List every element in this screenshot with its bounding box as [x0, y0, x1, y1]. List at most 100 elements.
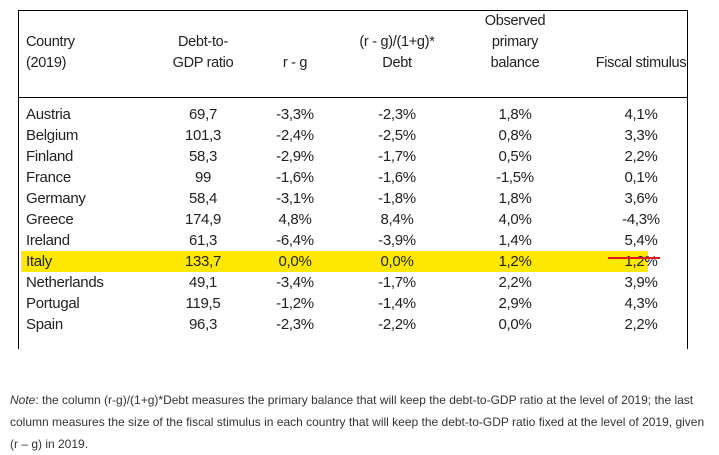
header-formula: (r - g)/(1+g)* Debt [337, 32, 457, 74]
table-header: Country (2019) Debt-to- GDP ratio r - g (r… [19, 11, 687, 98]
cell-rg: 0,0% [278, 253, 312, 270]
header-debt: Debt-to- GDP ratio [153, 32, 253, 74]
cell-country: Finland [26, 148, 74, 165]
table-row: Ireland 61,3 -6,4% -3,9% 1,4% 5,4% [19, 230, 687, 251]
cell-rg: -1,2% [276, 295, 314, 312]
cell-debt: 174,9 [184, 211, 222, 228]
header-line: Debt [382, 55, 412, 71]
cell-country: Spain [26, 316, 63, 333]
cell-stimulus: 3,9% [624, 274, 658, 291]
cell-stimulus: 3,3% [624, 127, 658, 144]
cell-stimulus: 5,4% [624, 232, 658, 249]
cell-formula: 8,4% [380, 211, 414, 228]
header-line: Fiscal stimulus [595, 55, 687, 71]
cell-rg: 4,8% [278, 211, 312, 228]
cell-rg: -3,4% [276, 274, 314, 291]
cell-formula: -2,3% [378, 106, 416, 123]
cell-stimulus: 2,2% [624, 148, 658, 165]
cell-rg: -1,6% [276, 169, 314, 186]
header-line: r - g [282, 55, 308, 71]
cell-formula: -2,5% [378, 127, 416, 144]
header-country: Country (2019) [26, 32, 75, 74]
cell-rg: -2,4% [276, 127, 314, 144]
cell-country: Belgium [26, 127, 79, 144]
cell-debt: 133,7 [184, 253, 222, 270]
cell-debt: 99 [194, 169, 212, 186]
table-row: Finland 58,3 -2,9% -1,7% 0,5% 2,2% [19, 146, 687, 167]
cell-debt: 58,4 [189, 190, 217, 207]
table-row: Portugal 119,5 -1,2% -1,4% 2,9% 4,3% [19, 293, 687, 314]
cell-formula: -1,8% [378, 190, 416, 207]
cell-rg: -3,1% [276, 190, 314, 207]
header-stimulus: Fiscal stimulus [571, 53, 711, 74]
cell-stimulus: 3,6% [624, 190, 658, 207]
cell-formula: -2,2% [378, 316, 416, 333]
cell-formula: -1,6% [378, 169, 416, 186]
cell-stimulus: 4,3% [624, 295, 658, 312]
table-row: Spain 96,3 -2,3% -2,2% 0,0% 2,2% [19, 314, 687, 335]
cell-observed: 1,8% [498, 106, 532, 123]
header-rg: r - g [245, 53, 345, 74]
header-line: Country [26, 34, 75, 50]
cell-observed: 1,4% [498, 232, 532, 249]
cell-formula: -3,9% [378, 232, 416, 249]
cell-formula: -1,7% [378, 148, 416, 165]
header-line: (2019) [26, 55, 67, 71]
table-row: Germany 58,4 -3,1% -1,8% 1,8% 3,6% [19, 188, 687, 209]
cell-debt: 96,3 [189, 316, 217, 333]
cell-country: Netherlands [26, 274, 104, 291]
header-line: (r - g)/(1+g)* [359, 34, 435, 50]
debt-table: Country (2019) Debt-to- GDP ratio r - g (r… [18, 10, 688, 349]
cell-observed: 1,8% [498, 190, 532, 207]
header-line: primary [491, 34, 539, 50]
cell-country: Greece [26, 211, 74, 228]
cell-country: Portugal [26, 295, 80, 312]
table-row: Netherlands 49,1 -3,4% -1,7% 2,2% 3,9% [19, 272, 687, 293]
table-note: Note: the column (r-g)/(1+g)*Debt measur… [10, 389, 715, 455]
cell-stimulus: 1,2% [624, 253, 658, 270]
cell-stimulus: 2,2% [624, 316, 658, 333]
cell-observed: 0,5% [498, 148, 532, 165]
table-row: Austria 69,7 -3,3% -2,3% 1,8% 4,1% [19, 104, 687, 125]
table-row: Belgium 101,3 -2,4% -2,5% 0,8% 3,3% [19, 125, 687, 146]
cell-stimulus: 4,1% [624, 106, 658, 123]
header-observed: Observed primary balance [465, 11, 565, 74]
table-row: France 99 -1,6% -1,6% -1,5% 0,1% [19, 167, 687, 188]
header-line: GDP ratio [172, 55, 234, 71]
cell-observed: 0,8% [498, 127, 532, 144]
cell-rg: -2,9% [276, 148, 314, 165]
cell-debt: 101,3 [184, 127, 222, 144]
table-row: Italy 133,7 0,0% 0,0% 1,2% 1,2% [21, 251, 658, 272]
cell-observed: 4,0% [498, 211, 532, 228]
note-label: Note [10, 393, 36, 407]
header-line: Debt-to- [178, 34, 228, 50]
cell-formula: -1,7% [378, 274, 416, 291]
cell-formula: -1,4% [378, 295, 416, 312]
cell-rg: -6,4% [276, 232, 314, 249]
header-line: balance [490, 55, 540, 71]
cell-country: Italy [26, 253, 53, 270]
cell-debt: 119,5 [185, 295, 221, 312]
cell-stimulus: 0,1% [624, 169, 658, 186]
cell-observed: 1,2% [498, 253, 532, 270]
cell-country: Austria [26, 106, 71, 123]
cell-debt: 69,7 [189, 106, 217, 123]
cell-debt: 58,3 [189, 148, 217, 165]
red-underline [608, 257, 660, 259]
cell-observed: 2,9% [498, 295, 532, 312]
cell-formula: 0,0% [380, 253, 414, 270]
cell-observed: -1,5% [496, 169, 534, 186]
cell-debt: 61,3 [189, 232, 217, 249]
note-text: : the column (r-g)/(1+g)*Debt measures t… [10, 393, 705, 451]
cell-debt: 49,1 [189, 274, 217, 291]
cell-country: Germany [26, 190, 86, 207]
cell-rg: -2,3% [276, 316, 314, 333]
table-row: Greece 174,9 4,8% 8,4% 4,0% -4,3% [19, 209, 687, 230]
cell-country: Ireland [26, 232, 70, 249]
cell-rg: -3,3% [276, 106, 314, 123]
cell-observed: 0,0% [498, 316, 532, 333]
cell-observed: 2,2% [498, 274, 532, 291]
cell-stimulus: -4,3% [622, 211, 660, 228]
cell-country: France [26, 169, 71, 186]
header-line: Observed [484, 13, 546, 29]
